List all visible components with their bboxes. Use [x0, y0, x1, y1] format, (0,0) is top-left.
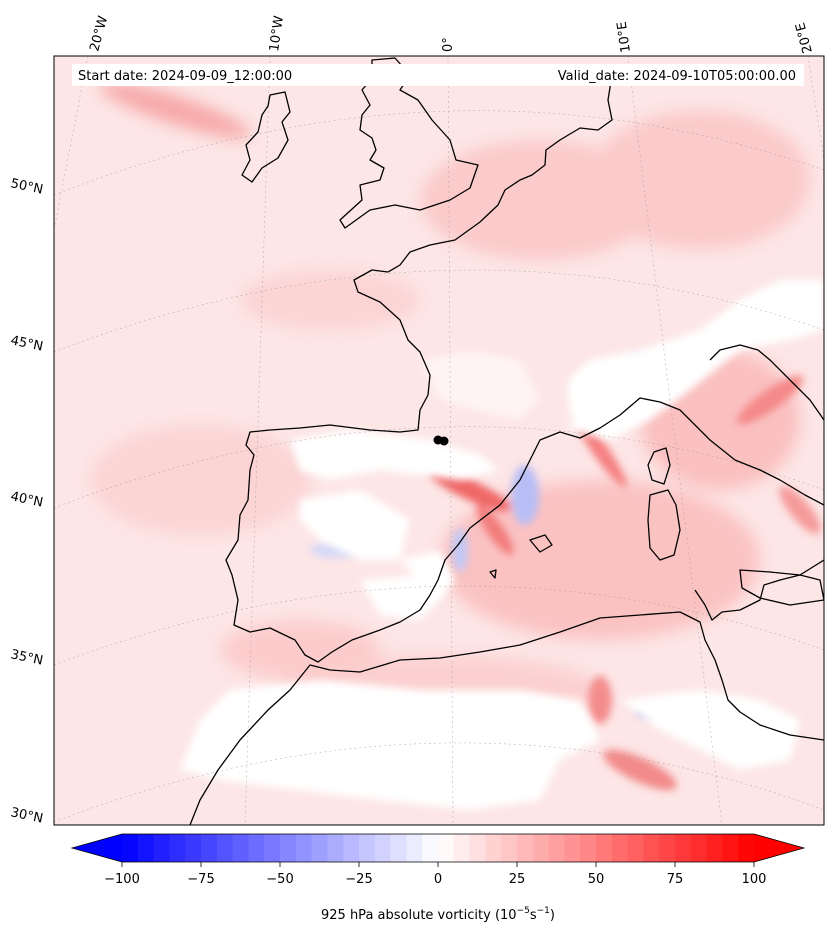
colorbar: −100 −75 −50 −25 0 25 50 75 100 925 hPa absolute… — [70, 833, 806, 923]
coastline-corsica — [647, 447, 671, 485]
colorbar-cell — [374, 834, 391, 862]
lat-label-40n: 40°N — [9, 489, 44, 510]
colorbar-cell — [580, 834, 597, 862]
colorbar-cell — [453, 834, 470, 862]
coastline-ireland — [241, 91, 291, 183]
colorbar-cell — [216, 834, 233, 862]
colorbar-cell — [359, 834, 376, 862]
colorbar-cell — [137, 834, 154, 862]
colorbar-tick-label: 100 — [742, 872, 767, 887]
longitude-labels: 20°W 10°W 0° 10°E 20°E — [87, 14, 815, 55]
lon-label-20w: 20°W — [87, 14, 111, 53]
colorbar-cell — [548, 834, 565, 862]
lat-label-45n: 45°N — [9, 333, 44, 354]
colorbar-cell — [690, 834, 707, 862]
colorbar-tick-label: 75 — [667, 872, 684, 887]
colorbar-cell — [611, 834, 628, 862]
colorbar-cell — [596, 834, 613, 862]
colorbar-extend-max — [754, 834, 804, 862]
colorbar-cell — [201, 834, 218, 862]
colorbar-cell — [422, 834, 439, 862]
colorbar-cell — [153, 834, 170, 862]
colorbar-tick-label: −50 — [266, 872, 293, 887]
colorbar-cell — [311, 834, 328, 862]
colorbar-cell — [564, 834, 581, 862]
colorbar-cell — [406, 834, 423, 862]
coastline-north-africa — [189, 611, 824, 825]
colorbar-cell — [738, 834, 755, 862]
start-date-label: Start date: 2024-09-09_12:00:00 — [78, 69, 292, 84]
colorbar-cells — [122, 834, 755, 862]
colorbar-tick-label: −100 — [104, 872, 140, 887]
valid-date-label: Valid_date: 2024-09-10T05:00:00.00 — [558, 69, 796, 84]
location-marker — [433, 435, 449, 446]
colorbar-cell — [532, 834, 549, 862]
map-panel — [54, 56, 824, 825]
colorbar-cell — [280, 834, 297, 862]
colorbar-tick-label: 0 — [434, 872, 442, 887]
colorbar-cell — [706, 834, 723, 862]
coastline-italy — [694, 559, 824, 621]
lon-label-20e: 20°E — [793, 21, 816, 55]
colorbar-cell — [327, 834, 344, 862]
colorbar-cell — [122, 834, 139, 862]
lon-label-10e: 10°E — [615, 20, 634, 53]
colorbar-cell — [438, 834, 455, 862]
colorbar-cell — [169, 834, 186, 862]
colorbar-title: 925 hPa absolute vorticity (10−5s−1) — [321, 906, 555, 923]
colorbar-cell — [501, 834, 518, 862]
colorbar-tick-label: −75 — [187, 872, 214, 887]
coastline-great-britain — [339, 57, 479, 229]
vorticity-field — [90, 81, 824, 810]
colorbar-cell — [390, 834, 407, 862]
colorbar-cell — [264, 834, 281, 862]
colorbar-tick-label: −25 — [345, 872, 372, 887]
lon-label-10w: 10°W — [267, 15, 287, 53]
colorbar-cell — [517, 834, 534, 862]
colorbar-tick-label: 25 — [509, 872, 526, 887]
title-bar — [72, 64, 804, 86]
coastline-sardinia — [647, 489, 681, 561]
coastline-sicily — [739, 569, 824, 606]
coastline-north-europe — [479, 74, 613, 223]
colorbar-cell — [469, 834, 486, 862]
map-frame — [53, 55, 825, 826]
lat-label-30n: 30°N — [9, 805, 44, 826]
coastline-mallorca — [529, 534, 553, 553]
colorbar-tick-label: 50 — [588, 872, 605, 887]
colorbar-cell — [627, 834, 644, 862]
colorbar-cell — [232, 834, 249, 862]
colorbar-cell — [185, 834, 202, 862]
coastlines — [189, 57, 824, 825]
colorbar-cell — [485, 834, 502, 862]
colorbar-cell — [343, 834, 360, 862]
colorbar-cell — [722, 834, 739, 862]
colorbar-cell — [675, 834, 692, 862]
latitude-labels: 50°N 45°N 40°N 35°N 30°N — [9, 176, 44, 826]
lat-label-35n: 35°N — [9, 647, 44, 668]
colorbar-cell — [295, 834, 312, 862]
lat-label-50n: 50°N — [9, 176, 44, 197]
colorbar-cell — [659, 834, 676, 862]
colorbar-cell — [248, 834, 265, 862]
coastline-france-atlantic — [225, 221, 824, 663]
colorbar-ticks: −100 −75 −50 −25 0 25 50 75 100 — [104, 862, 766, 887]
lon-label-0: 0° — [441, 37, 456, 52]
colorbar-cell — [643, 834, 660, 862]
colorbar-extend-min — [72, 834, 122, 862]
graticule — [54, 56, 824, 825]
